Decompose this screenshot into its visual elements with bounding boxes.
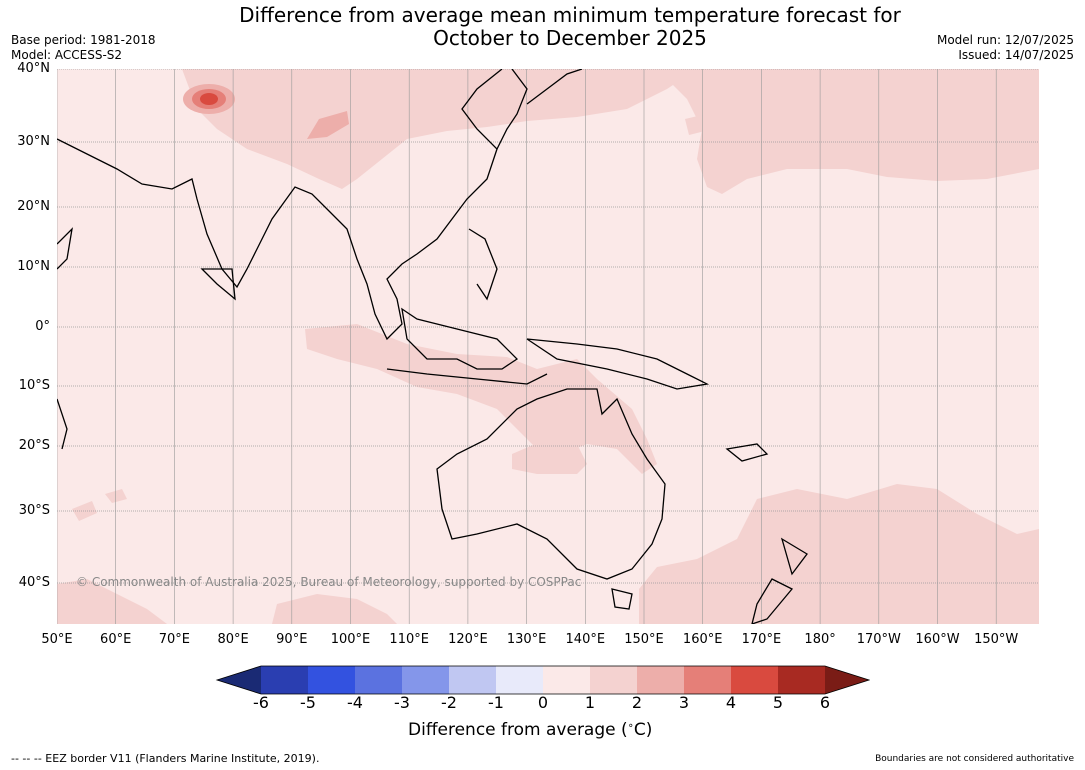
latitude-label: 40°S [18,575,50,590]
longitude-label: 140°E [565,632,606,647]
colorbar-segment [402,666,449,694]
longitude-label: 160°E [682,632,723,647]
new-zealand-south [751,578,794,624]
anomaly-hotspot [183,84,349,139]
colorbar-tick-label: 2 [631,693,643,712]
title-line-1: Difference from average mean minimum tem… [239,3,901,27]
map-gridlines [57,69,1039,624]
issued-date: Issued: 14/07/2025 [958,48,1074,62]
colorbar-segment [261,666,308,694]
longitude-label: 180° [804,632,836,647]
longitude-label: 100°E [330,632,371,647]
colorbar-segment [543,666,590,694]
new-caledonia [725,443,769,462]
india-tip [200,268,236,301]
australia [436,388,666,580]
colorbar-tick-label: -2 [441,693,457,712]
colorbar-tick-label: -5 [300,693,316,712]
colorbar-tick-label: -1 [488,693,504,712]
java-chain [386,368,548,385]
latitude-label: 20°S [18,438,50,453]
borneo-sumatra [401,307,519,370]
colorbar-tick-label: -4 [347,693,363,712]
colorbar-max-arrow [825,666,869,694]
longitude-label: 120°E [448,632,488,647]
longitude-label: 130°E [506,632,547,647]
longitude-label: 170°W [856,632,901,647]
title-line-2: October to December 2025 [433,26,707,50]
colorbar-min-arrow [217,666,261,694]
colorbar-tick-label: 6 [819,693,831,712]
longitude-label: 170°E [741,632,782,647]
colorbar-segment [731,666,778,694]
latitude-label: 30°N [17,134,50,149]
colorbar-title: Difference from average (∘C) [408,720,653,740]
latitude-label: 10°N [17,259,50,274]
model-name: Model: ACCESS-S2 [11,48,123,62]
korea-japan [526,69,583,105]
map-panel: © Commonwealth of Australia 2025, Bureau… [57,69,1039,624]
eez-legend: -- -- -- EEZ border V11 (Flanders Marine… [11,752,320,765]
chart-title: Difference from average mean minimum tem… [0,4,1085,50]
china-coast [496,69,528,150]
latitude-label: 10°S [18,378,50,393]
latitude-label: 20°N [17,199,50,214]
metadata-right: Model run: 12/07/2025 Issued: 14/07/2025 [937,33,1074,63]
longitude-label: 150°W [974,632,1019,647]
new-zealand-north [780,537,808,576]
colorbar-segment [590,666,637,694]
colorbar-outline [215,665,870,695]
longitude-label: 150°E [624,632,664,647]
new-guinea [526,338,710,390]
colorbar-segment [778,666,825,694]
boundaries-disclaimer: Boundaries are not considered authoritat… [875,754,1074,764]
colorbar-tick-label: -6 [253,693,269,712]
africa-edge [57,398,68,450]
colorbar-segment [449,666,496,694]
longitude-label: 70°E [158,632,191,647]
longitude-label: 90°E [276,632,308,647]
longitude-label: 80°E [217,632,249,647]
colorbar-segment [684,666,731,694]
latitude-label: 40°N [17,61,50,76]
colorbar-tick-label: 1 [584,693,596,712]
longitude-label: 60°E [100,632,132,647]
coastlines [57,69,808,624]
colorbar-tick-label: 5 [772,693,784,712]
colorbar-segment [355,666,402,694]
model-run: Model run: 12/07/2025 [936,33,1074,47]
colorbar-tick-label: 3 [678,693,690,712]
copyright-notice: © Commonwealth of Australia 2025, Bureau… [76,575,581,589]
metadata-left: Base period: 1981-2018 Model: ACCESS-S2 [11,33,156,63]
latitude-label: 30°S [18,503,50,518]
colorbar-segments [215,665,870,695]
longitude-label: 160°W [915,632,960,647]
colorbar-segment [637,666,684,694]
longitude-label: 110°E [389,632,429,647]
colorbar-segment [308,666,355,694]
base-period: Base period: 1981-2018 [11,33,156,47]
latitude-label: 0° [35,319,50,334]
arabia-edge [57,227,73,270]
asia-coastline [57,69,503,341]
philippines [468,228,498,301]
colorbar-tick-label: 4 [725,693,737,712]
colorbar-tick-label: -3 [394,693,410,712]
colorbar-segment [496,666,543,694]
colorbar-tick-label: 0 [537,693,549,712]
longitude-label: 50°E [41,632,73,647]
tasmania [611,588,633,610]
colorbar [215,665,870,695]
